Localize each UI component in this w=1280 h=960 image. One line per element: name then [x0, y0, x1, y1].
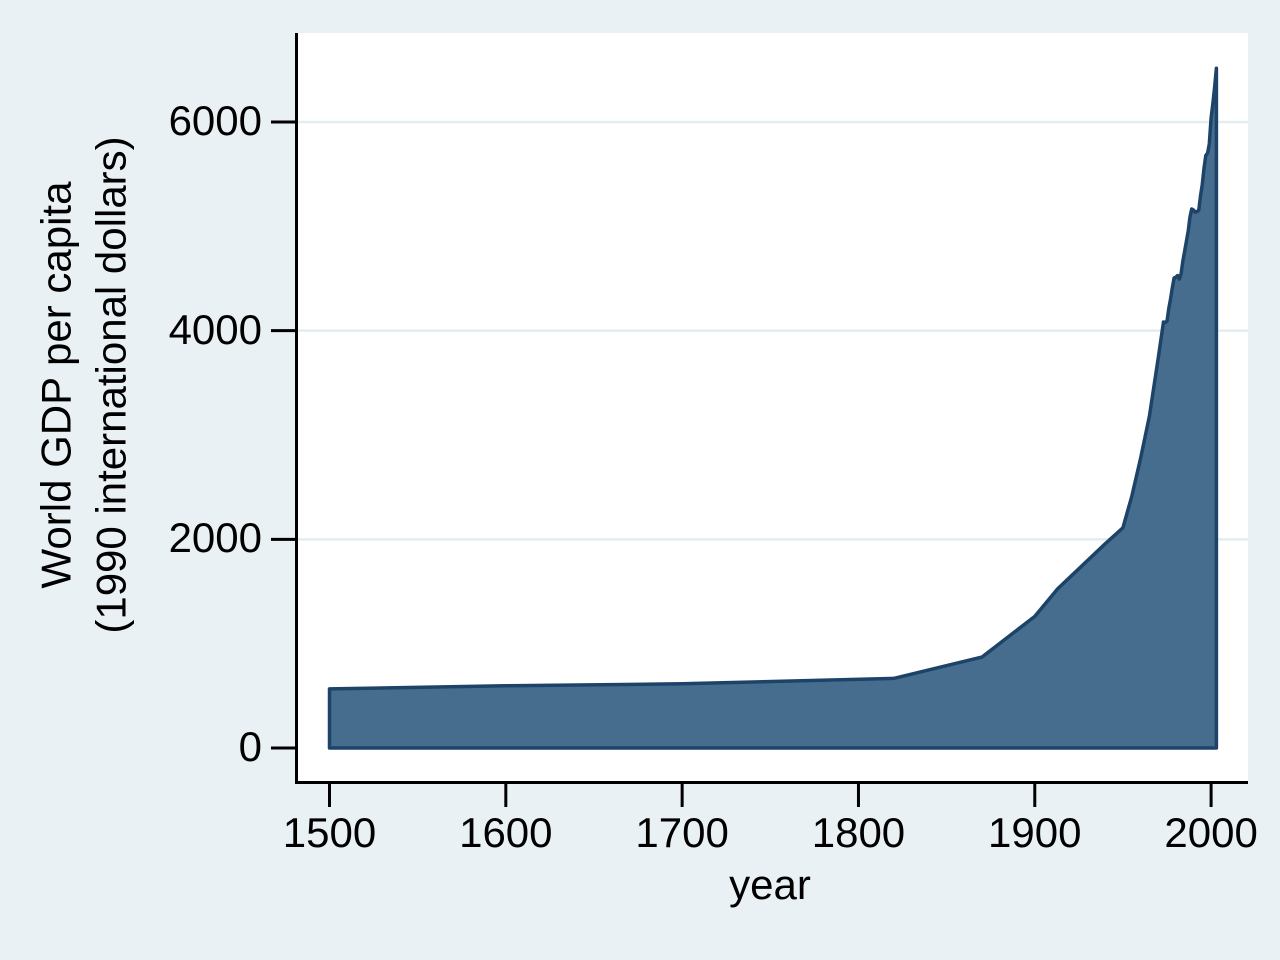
x-tick-label-1900: 1900	[988, 809, 1082, 856]
x-tick-label-1700: 1700	[635, 809, 729, 856]
y-tick-label-6000: 6000	[168, 97, 262, 145]
y-axis-title-line2: (1990 international dollars)	[88, 136, 135, 634]
y-axis-title: World GDP per capita (1990 international…	[29, 136, 140, 633]
gdp-area-series	[327, 66, 1219, 750]
x-tick-label-1800: 1800	[811, 809, 906, 856]
x-tick-label-1600: 1600	[459, 809, 553, 856]
x-tick-label-1500: 1500	[282, 809, 377, 856]
x-axis-title: year	[729, 861, 811, 908]
gridlines-group	[298, 120, 1248, 541]
y-tick-label-4000: 4000	[168, 305, 262, 353]
y-axis-title-line1: World GDP per capita	[32, 181, 80, 589]
y-tick-label-2000: 2000	[168, 514, 262, 562]
y-ticks-group	[271, 120, 295, 750]
x-tick-label-2000: 2000	[1164, 809, 1258, 856]
y-tick-label-0: 0	[238, 723, 262, 771]
x-ticks-group	[328, 784, 1213, 807]
